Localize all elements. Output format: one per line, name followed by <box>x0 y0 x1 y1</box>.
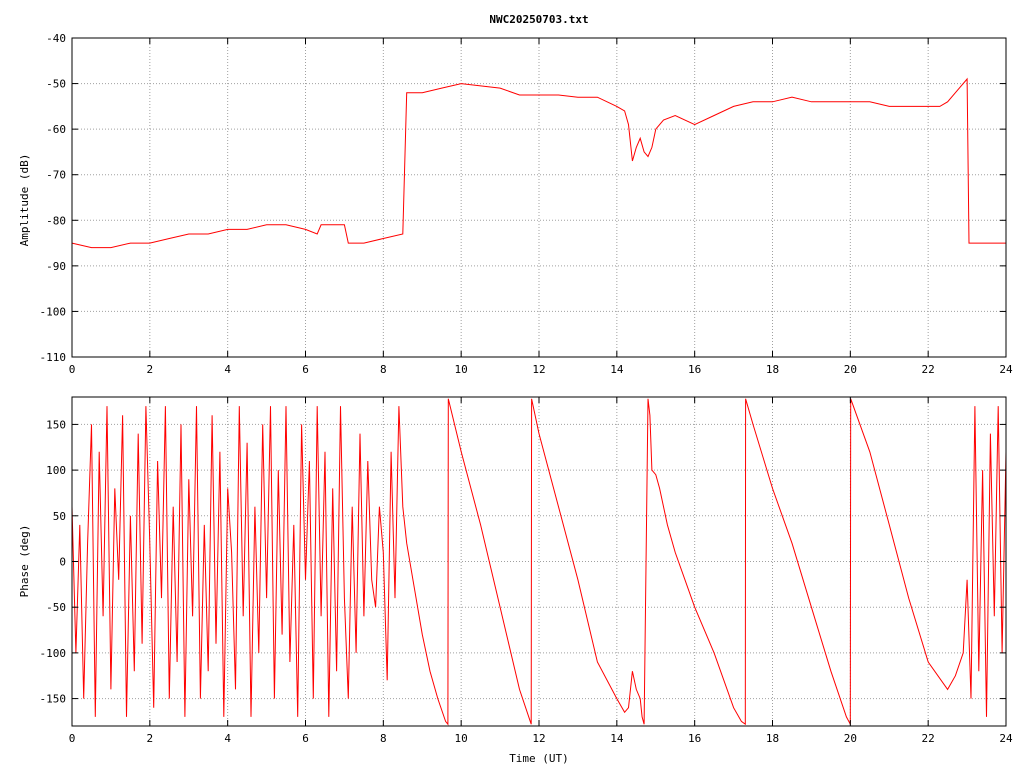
phase-x-tick-label: 2 <box>147 732 154 745</box>
amplitude-y-axis-label: Amplitude (dB) <box>18 154 31 247</box>
phase-x-tick-label: 8 <box>380 732 387 745</box>
amplitude-x-tick-label: 12 <box>532 363 545 376</box>
amplitude-x-tick-label: 4 <box>224 363 231 376</box>
amplitude-x-tick-label: 22 <box>922 363 935 376</box>
amplitude-y-tick-label: -40 <box>46 32 66 45</box>
amplitude-x-tick-label: 16 <box>688 363 701 376</box>
phase-x-tick-label: 6 <box>302 732 309 745</box>
phase-y-axis-label: Phase (deg) <box>18 525 31 598</box>
phase-y-ticks: 150 100 50 0 -50 -100 -150 <box>40 418 1006 706</box>
amplitude-x-tick-label: 20 <box>844 363 857 376</box>
chart-title: NWC20250703.txt <box>489 13 588 26</box>
amplitude-y-tick-label: -70 <box>46 169 66 182</box>
amplitude-x-ticks: 0 2 4 6 8 10 12 14 16 18 20 22 24 <box>69 38 1013 376</box>
phase-series-line <box>71 398 1007 726</box>
amplitude-panel: 0 2 4 6 8 10 12 14 16 18 20 22 24 -40-50-60-70-80-90… <box>18 32 1013 376</box>
amplitude-x-tick-label: 18 <box>766 363 779 376</box>
phase-x-ticks: 0 2 4 6 8 10 12 14 16 18 20 22 24 <box>69 397 1013 745</box>
amplitude-x-tick-label: 14 <box>610 363 624 376</box>
phase-y-tick-label: 100 <box>46 464 66 477</box>
phase-series <box>71 398 1007 726</box>
phase-x-tick-label: 0 <box>69 732 76 745</box>
phase-y-tick-label: -100 <box>40 647 67 660</box>
amplitude-y-tick-label: -60 <box>46 123 66 136</box>
phase-x-tick-label: 24 <box>999 732 1013 745</box>
amplitude-series-line <box>71 77 1006 249</box>
phase-x-tick-label: 10 <box>455 732 468 745</box>
amplitude-x-tick-label: 6 <box>302 363 309 376</box>
phase-y-tick-label: 150 <box>46 418 66 431</box>
phase-panel: 0 2 4 6 8 10 12 14 16 18 20 22 24 150100500-50-100-1… <box>18 396 1013 765</box>
phase-x-tick-label: 16 <box>688 732 701 745</box>
amplitude-y-tick-label: -50 <box>46 78 66 91</box>
amplitude-y-tick-label: -110 <box>40 351 67 364</box>
amplitude-grid <box>72 38 1006 357</box>
phase-y-tick-label: -150 <box>40 693 67 706</box>
phase-y-tick-label: 0 <box>59 556 66 569</box>
amplitude-y-tick-label: -90 <box>46 260 66 273</box>
phase-y-tick-label: -50 <box>46 601 66 614</box>
amplitude-x-tick-label: 2 <box>147 363 154 376</box>
amplitude-x-tick-label: 0 <box>69 363 76 376</box>
phase-y-tick-label: 50 <box>53 510 66 523</box>
phase-x-tick-label: 14 <box>610 732 624 745</box>
phase-x-tick-label: 12 <box>532 732 545 745</box>
phase-x-tick-label: 22 <box>922 732 935 745</box>
amplitude-x-tick-label: 10 <box>455 363 468 376</box>
amplitude-y-tick-label: -80 <box>46 214 66 227</box>
amplitude-series <box>71 77 1006 249</box>
phase-x-tick-label: 4 <box>224 732 231 745</box>
amplitude-y-ticks: -40 -50 -60 -70 -80 -90 -100 -110 <box>40 32 1006 364</box>
phase-x-tick-label: 20 <box>844 732 857 745</box>
amplitude-x-tick-label: 8 <box>380 363 387 376</box>
phase-x-tick-label: 18 <box>766 732 779 745</box>
amplitude-x-tick-label: 24 <box>999 363 1013 376</box>
phase-x-axis-label: Time (UT) <box>509 752 569 765</box>
amplitude-y-tick-label: -100 <box>40 305 67 318</box>
